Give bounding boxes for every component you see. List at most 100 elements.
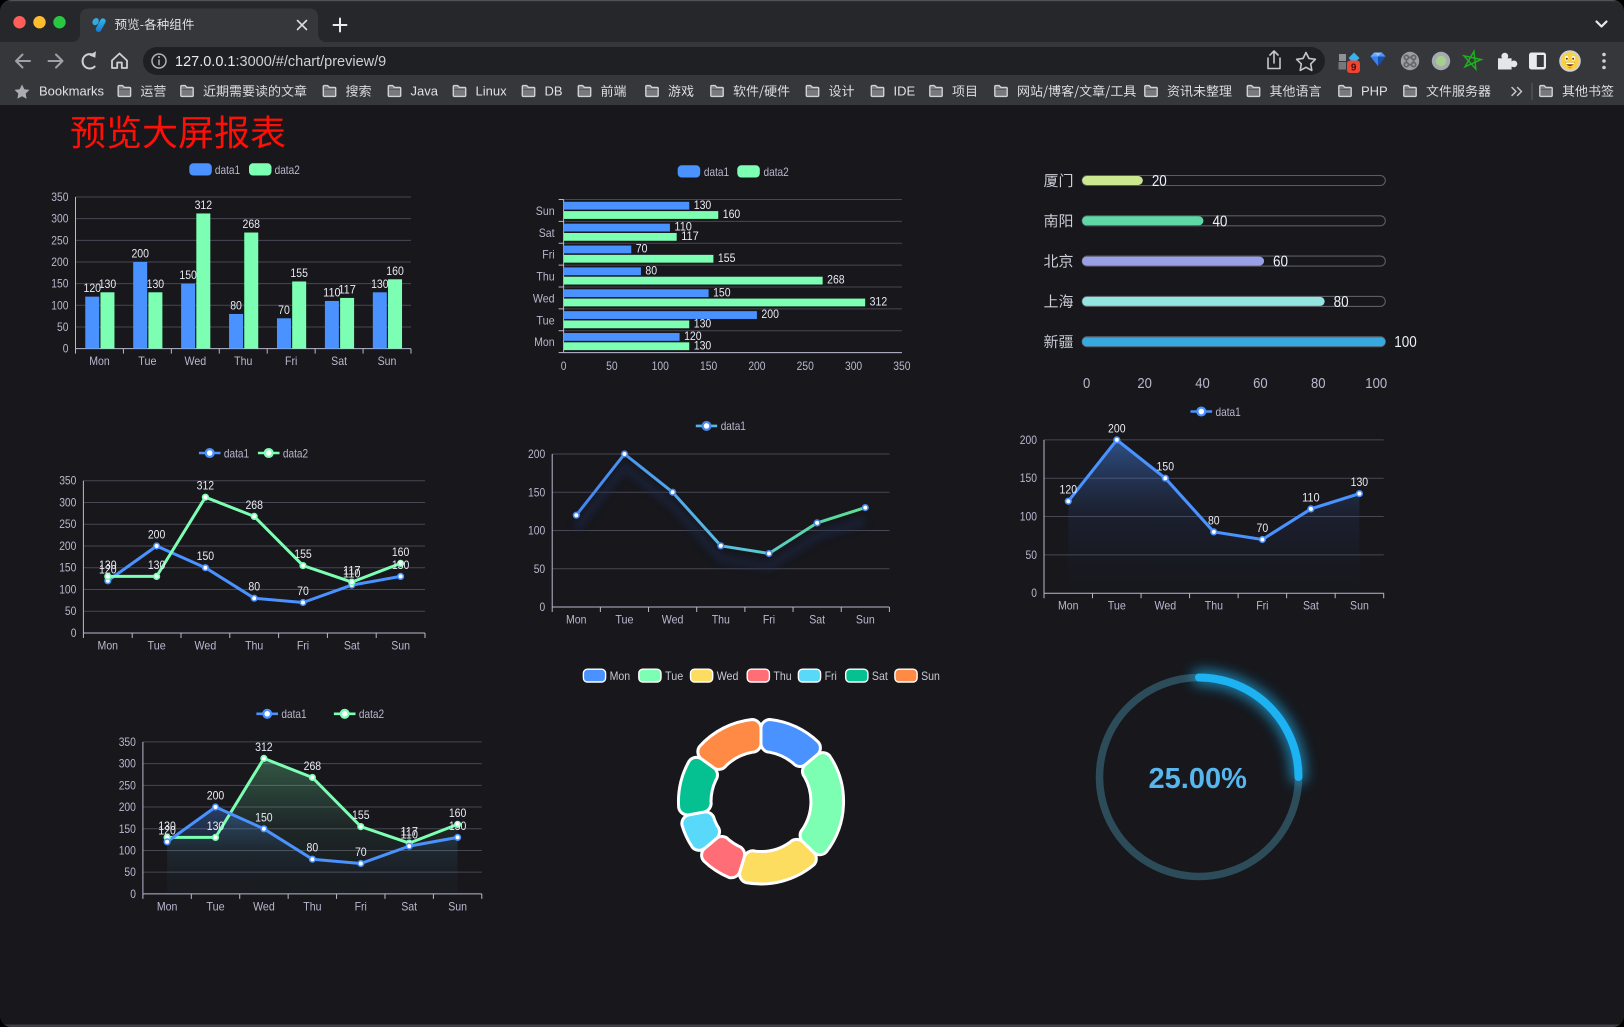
svg-text:100: 100 (1394, 334, 1417, 351)
svg-text:50: 50 (534, 562, 546, 576)
svg-text:268: 268 (243, 217, 261, 231)
svg-text:50: 50 (65, 604, 77, 618)
svg-text:Wed: Wed (184, 354, 206, 368)
svg-text:80: 80 (1311, 375, 1326, 392)
svg-text:100: 100 (652, 359, 669, 373)
svg-text:350: 350 (119, 735, 136, 749)
svg-text:160: 160 (392, 545, 410, 559)
svg-text:312: 312 (870, 295, 888, 309)
svg-text:80: 80 (230, 298, 242, 312)
svg-text:250: 250 (59, 517, 76, 531)
svg-text:Wed: Wed (533, 291, 555, 305)
svg-text:60: 60 (1273, 254, 1288, 271)
svg-text:Sun: Sun (391, 639, 410, 653)
svg-text:Sun: Sun (921, 669, 940, 683)
svg-text:0: 0 (1083, 375, 1090, 392)
svg-text:Sat: Sat (331, 354, 347, 368)
svg-text:Sun: Sun (1350, 599, 1369, 613)
svg-text:350: 350 (59, 474, 76, 488)
svg-text:Sun: Sun (536, 204, 555, 218)
svg-text:data2: data2 (275, 163, 300, 177)
svg-text:Fri: Fri (297, 639, 309, 653)
svg-text:200: 200 (1020, 433, 1037, 447)
svg-text:Mon: Mon (534, 335, 555, 349)
svg-text:100: 100 (1020, 510, 1037, 524)
svg-text:130: 130 (158, 819, 176, 833)
svg-text:Tue: Tue (536, 313, 554, 327)
svg-text:110: 110 (674, 220, 692, 234)
svg-text:268: 268 (304, 759, 322, 773)
svg-text:0: 0 (63, 342, 69, 356)
svg-text:data2: data2 (359, 707, 384, 721)
svg-text:160: 160 (723, 207, 741, 221)
svg-text:Sat: Sat (872, 669, 888, 683)
svg-text:200: 200 (131, 246, 149, 260)
svg-text:110: 110 (400, 828, 418, 842)
svg-text:Thu: Thu (773, 669, 791, 683)
svg-text:PHP: PHP (1361, 84, 1388, 99)
svg-text:110: 110 (343, 567, 361, 581)
svg-text:150: 150 (119, 822, 136, 836)
svg-text:Fri: Fri (763, 613, 775, 627)
svg-text:300: 300 (59, 495, 76, 509)
svg-text:130: 130 (371, 277, 389, 291)
svg-text:150: 150 (1157, 460, 1175, 474)
svg-text:300: 300 (51, 212, 68, 226)
svg-text:data1: data1 (281, 707, 306, 721)
svg-text:Sat: Sat (809, 613, 825, 627)
svg-text:Mon: Mon (98, 639, 119, 653)
svg-text:130: 130 (694, 198, 712, 212)
svg-text:60: 60 (1253, 375, 1268, 392)
svg-text:Thu: Thu (245, 639, 263, 653)
svg-text:Tue: Tue (138, 354, 156, 368)
svg-text:312: 312 (195, 198, 213, 212)
svg-text:0: 0 (561, 359, 567, 373)
svg-text:130: 130 (392, 558, 410, 572)
svg-text:50: 50 (57, 320, 69, 334)
svg-text:250: 250 (797, 359, 814, 373)
svg-text:150: 150 (700, 359, 717, 373)
svg-text:data1: data1 (721, 419, 746, 433)
svg-text:200: 200 (119, 800, 136, 814)
svg-text:Sat: Sat (1303, 599, 1319, 613)
svg-text:100: 100 (51, 298, 68, 312)
svg-text:Wed: Wed (195, 639, 217, 653)
svg-text:Linux: Linux (476, 84, 508, 99)
svg-text:Fri: Fri (825, 669, 837, 683)
svg-text:Thu: Thu (234, 354, 252, 368)
svg-text:data2: data2 (283, 446, 308, 460)
svg-text:117: 117 (681, 229, 699, 243)
svg-text:350: 350 (51, 190, 68, 204)
svg-text:150: 150 (59, 561, 76, 575)
svg-text:150: 150 (179, 268, 197, 282)
svg-text:130: 130 (449, 819, 467, 833)
svg-text:120: 120 (684, 329, 702, 343)
svg-text:Tue: Tue (665, 669, 683, 683)
svg-text:130: 130 (1351, 475, 1369, 489)
svg-text:Wed: Wed (717, 669, 739, 683)
svg-text:100: 100 (1365, 375, 1387, 392)
svg-text:200: 200 (528, 447, 545, 461)
svg-text:120: 120 (99, 562, 117, 576)
svg-text:50: 50 (1026, 548, 1038, 562)
svg-text:117: 117 (400, 825, 418, 839)
svg-text:130: 130 (99, 277, 117, 291)
svg-text:150: 150 (255, 810, 273, 824)
svg-text:IDE: IDE (894, 84, 916, 99)
svg-text:25.00%: 25.00% (1149, 763, 1248, 795)
svg-text:117: 117 (343, 564, 361, 578)
svg-text:110: 110 (1302, 490, 1320, 504)
svg-text:40: 40 (1195, 375, 1210, 392)
svg-text:312: 312 (197, 479, 215, 493)
svg-text:Fri: Fri (1256, 599, 1268, 613)
svg-text:200: 200 (59, 539, 76, 553)
svg-text:100: 100 (59, 582, 76, 596)
svg-text:268: 268 (245, 498, 263, 512)
svg-text:130: 130 (148, 558, 166, 572)
svg-text:Mon: Mon (157, 899, 178, 913)
svg-text:80: 80 (1334, 294, 1349, 311)
svg-text:150: 150 (1020, 471, 1037, 485)
svg-text:data1: data1 (704, 165, 729, 179)
svg-text:80: 80 (307, 841, 319, 855)
svg-text:130: 130 (694, 316, 712, 330)
